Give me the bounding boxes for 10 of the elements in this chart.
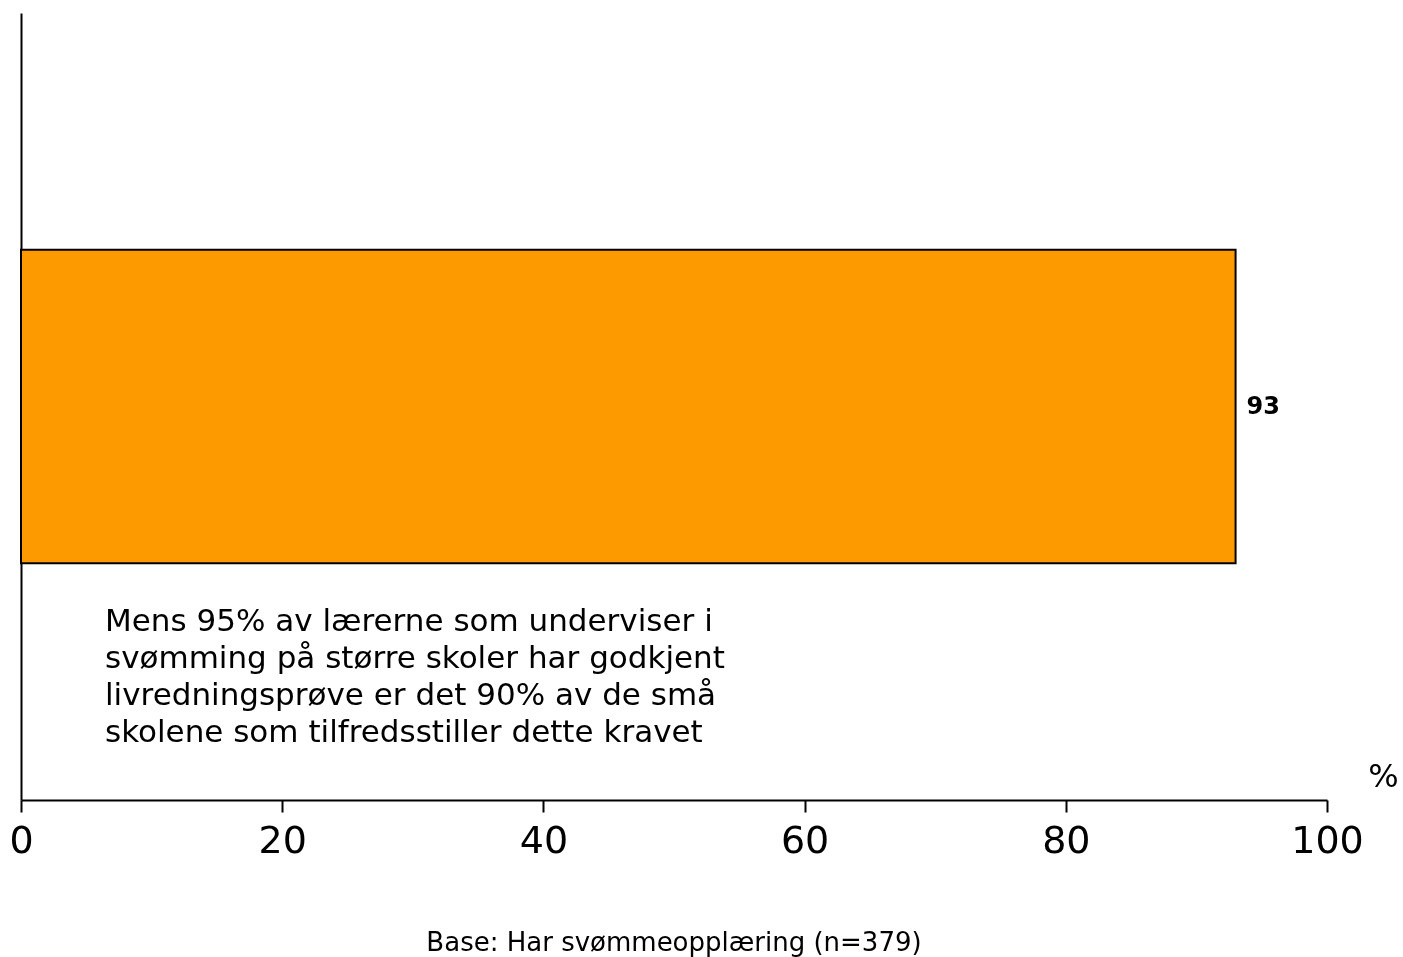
x-tick-label: 0	[9, 817, 34, 862]
x-tick-label: 40	[519, 817, 569, 862]
annotation: Mens 95% av lærerne som underviser i svømming på større skoler har godkjent livredningsprøve er det 90% av de små skolene som tilfredsstiller dette kravet	[105, 602, 725, 749]
data-label: 93	[1246, 391, 1280, 420]
x-tick-label: 80	[1042, 817, 1091, 862]
x-tick-label: 60	[780, 817, 830, 862]
x-tick-label: 20	[258, 817, 307, 862]
x-axis-title: %	[1368, 756, 1399, 795]
text: Base: Har svømmeopplæring (n=379)	[426, 927, 922, 957]
x-tick-label: 100	[1291, 817, 1364, 862]
